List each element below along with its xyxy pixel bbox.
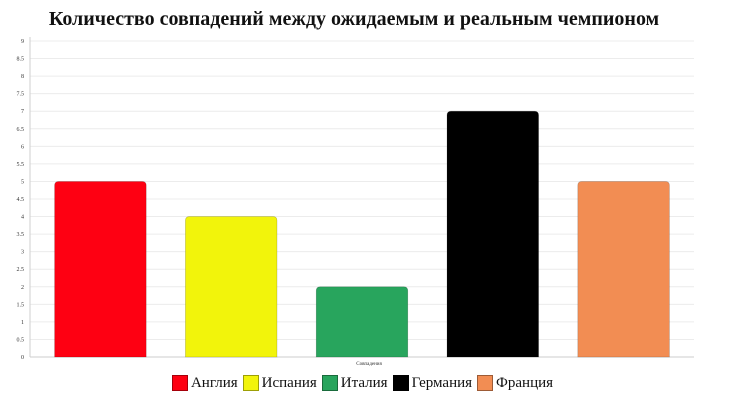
y-tick-label: 4 [21,215,24,221]
y-tick-label: 8.5 [17,57,25,63]
legend-swatch [242,375,259,391]
axes: 0 0.5 1 1.5 2 2.5 3 3.5 4 4.5 5 5.5 6 6.5 7 7.5 8 8.5 9 [17,37,31,361]
legend-label: Германия [411,374,473,391]
legend-item[interactable]: Испания [242,374,317,392]
y-tick-label: 6.5 [17,127,25,133]
y-tick-label: 7 [21,109,24,115]
bar-3 [446,110,539,358]
legend: Англия Испания Италия Германия Франция [0,372,730,394]
bar-0 [54,181,147,358]
bars [54,110,670,358]
legend-label: Англия [190,374,238,391]
y-tick-label: 0.5 [17,337,25,343]
legend-swatch [392,375,409,391]
legend-item[interactable]: Италия [321,374,388,392]
legend-label: Франция [496,374,554,391]
y-tick-label: 3 [21,250,24,256]
legend-item[interactable]: Франция [477,375,553,392]
bar-2 [315,286,409,358]
y-tick-label: 5 [21,179,24,185]
legend-swatch [321,375,338,391]
chart-title: Количество совпадений между ожидаемым и … [48,8,660,30]
y-tick-label: 4.5 [17,197,25,203]
legend-swatch [171,375,188,391]
y-tick-label: 5.5 [17,162,25,168]
bar-1 [185,216,278,358]
legend-swatch [477,375,494,391]
x-axis-label: Совпадения [356,362,382,367]
legend-item[interactable]: Англия [171,374,238,392]
y-tick-label: 0 [21,355,24,361]
legend-label: Италия [340,374,388,391]
y-tick-label: 8 [21,74,24,80]
y-tick-label: 1 [21,320,24,326]
y-tick-label: 9 [21,39,24,45]
y-tick-label: 2 [21,285,24,291]
legend-label: Испания [261,374,317,391]
y-tick-label: 2.5 [17,267,25,273]
y-tick-label: 3.5 [17,232,25,238]
y-tick-label: 6 [21,144,24,150]
y-tick-label: 1.5 [17,302,25,308]
bar-4 [577,181,670,358]
y-tick-label: 7.5 [17,92,25,98]
legend-item[interactable]: Германия [392,374,473,392]
